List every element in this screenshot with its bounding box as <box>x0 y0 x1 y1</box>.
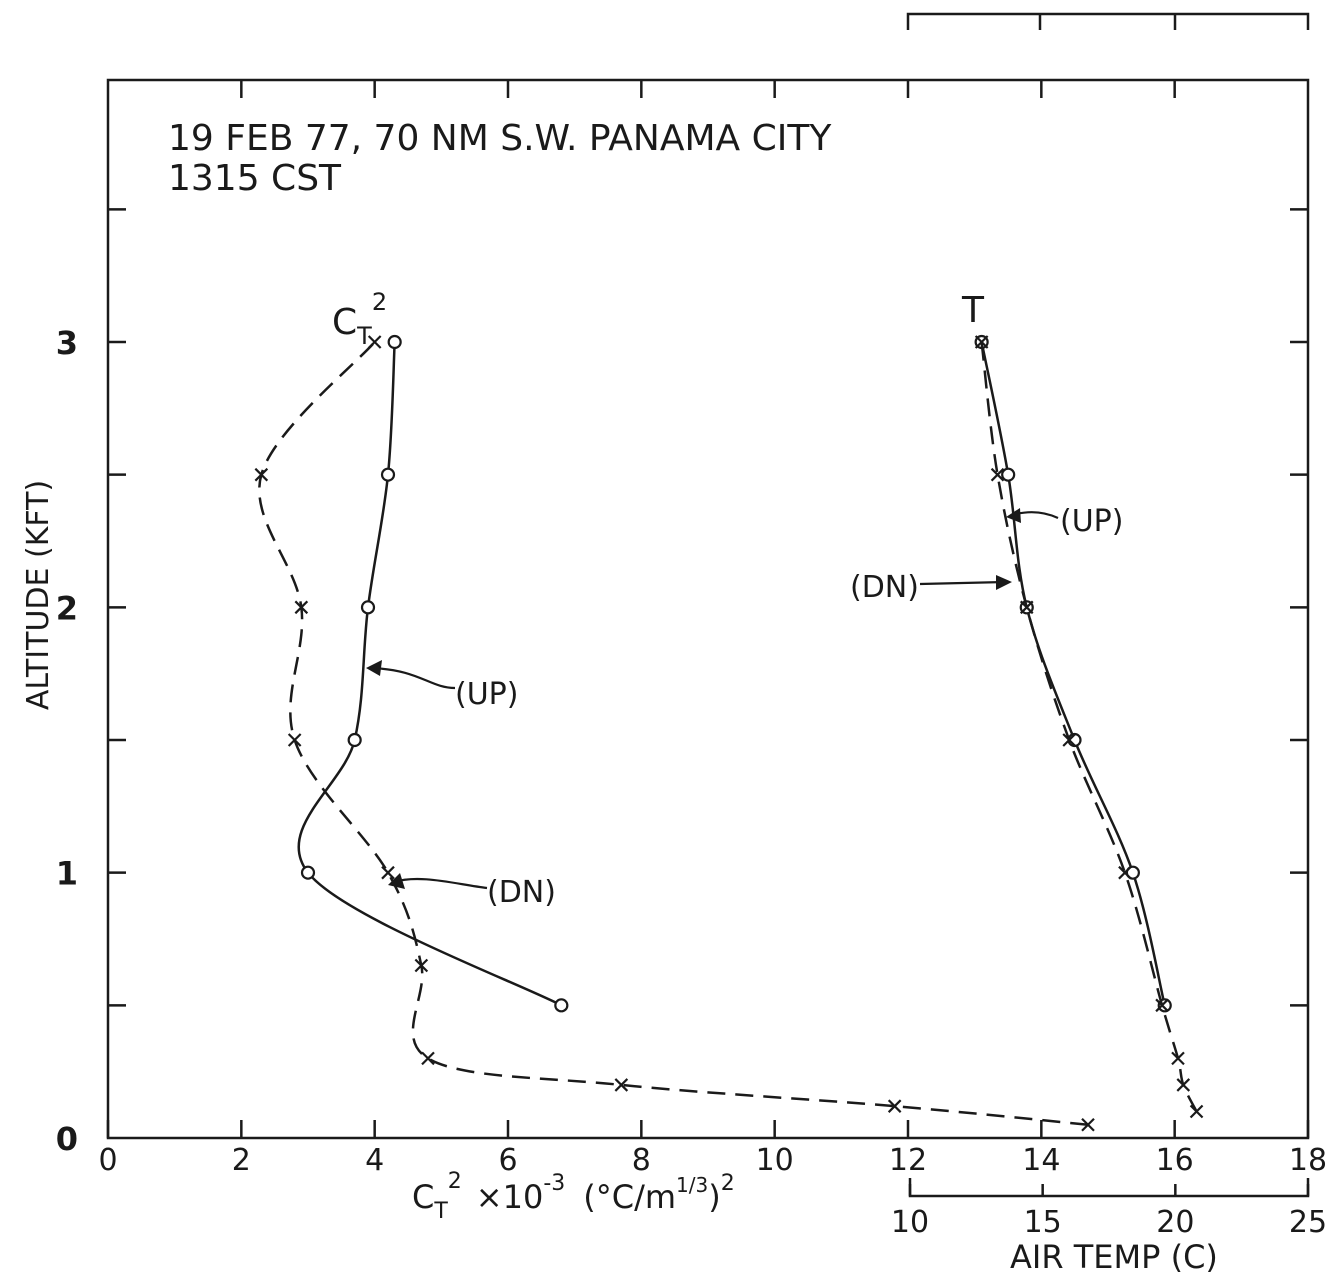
air-temp-tick-label: 10 <box>891 1205 929 1240</box>
x-main-tick-label: 14 <box>1022 1143 1060 1178</box>
chart-title-line2: 1315 CST <box>168 158 342 199</box>
data-point-x <box>294 600 309 615</box>
ct2-up-arrow <box>371 666 456 690</box>
data-point-o <box>380 467 396 482</box>
x-main-tick-label: 18 <box>1289 1143 1327 1178</box>
ct2-dn-annotation: (DN) <box>487 875 556 910</box>
top-temp-ruler <box>906 12 1310 30</box>
data-point-x <box>1062 733 1076 747</box>
x-main-tick-label: 12 <box>889 1143 927 1178</box>
ct2-dn-arrow <box>393 877 488 890</box>
x-stroke <box>1171 1051 1185 1066</box>
x-main-tick-label: 2 <box>232 1143 251 1178</box>
data-point-x <box>287 733 302 747</box>
x-stroke <box>1155 998 1169 1013</box>
t-dn-arrowhead <box>996 575 1012 590</box>
x-main-tick-label: 16 <box>1156 1143 1194 1178</box>
plot-frame <box>106 78 1310 1140</box>
x-stroke <box>614 1078 629 1092</box>
x-stroke <box>887 1099 902 1113</box>
y-tick-label: 0 <box>56 1120 78 1158</box>
plot-border <box>106 78 1310 1140</box>
x-main-tick-label: 8 <box>632 1143 651 1178</box>
x-stroke <box>1081 1117 1095 1132</box>
air-temp-tick-label: 25 <box>1289 1205 1327 1240</box>
data-point-o <box>300 865 316 880</box>
data-point-o <box>1001 467 1016 482</box>
y-tick-label: 2 <box>56 589 78 627</box>
x-stroke <box>1118 865 1132 880</box>
x-stroke <box>1176 1078 1191 1092</box>
x-stroke <box>1062 733 1076 747</box>
data-point-x <box>974 335 989 349</box>
x-main-tick-label: 4 <box>365 1143 384 1178</box>
data-point-o <box>360 600 376 615</box>
air-temp-axis-line <box>908 1178 1310 1198</box>
x-stroke <box>1189 1104 1204 1119</box>
data-point-x <box>990 467 1005 482</box>
air-temp-tick-label: 15 <box>1024 1205 1062 1240</box>
y-axis-label: ALTITUDE (KFT) <box>21 480 56 710</box>
air-temp-tick-label: 20 <box>1156 1205 1194 1240</box>
x-stroke <box>990 467 1005 482</box>
data-point-x <box>367 335 382 349</box>
t-curve-label: T <box>961 290 985 331</box>
series-line-2 <box>980 341 1166 1006</box>
data-point-x <box>1155 998 1169 1013</box>
data-point-x <box>1081 1117 1095 1132</box>
x-axis-main: 0 2 4 6 8 10 12 14 16 18 <box>98 1120 1327 1178</box>
data-point-x <box>1118 865 1132 880</box>
data-point-o <box>387 334 402 350</box>
data-point-o <box>1125 865 1140 880</box>
data-point-x <box>381 865 395 880</box>
x-stroke <box>1019 600 1034 615</box>
chart-title-line1: 19 FEB 77, 70 NM S.W. PANAMA CITY <box>168 118 832 159</box>
data-point-x <box>887 1099 902 1113</box>
t-up-arrowhead <box>1006 508 1021 523</box>
y-axis: 0 1 2 3 <box>56 208 126 1158</box>
x-stroke <box>294 600 309 615</box>
x-axis-air-temp-label: AIR TEMP (C) <box>1010 1238 1218 1276</box>
x-axis-main-label: CT2 ×10-3 (°C/m1/3)2 <box>412 1169 735 1224</box>
data-point-x <box>1176 1078 1191 1092</box>
data-point-x <box>1189 1104 1204 1119</box>
x-main-tick-label: 6 <box>498 1143 517 1178</box>
x-stroke <box>414 958 429 973</box>
y-tick-label: 1 <box>56 855 78 893</box>
data-point-x <box>1019 600 1034 615</box>
series-line-1 <box>258 341 1089 1126</box>
data-point-x <box>421 1051 435 1066</box>
y-tick-label: 3 <box>56 324 78 362</box>
t-dn-annotation: (DN) <box>850 570 919 605</box>
x-stroke <box>367 335 382 349</box>
x-stroke <box>287 733 302 747</box>
data-point-x <box>414 958 429 973</box>
x-stroke <box>421 1051 435 1066</box>
ct2-up-annotation: (UP) <box>455 677 518 712</box>
series-line-3 <box>980 341 1198 1113</box>
data-point-x <box>1171 1051 1185 1066</box>
data-point-x <box>614 1078 629 1092</box>
ct2-curve-label: CT2 <box>332 288 387 350</box>
data-point-o <box>554 998 569 1013</box>
x-stroke <box>254 467 269 482</box>
data-point-x <box>254 467 269 482</box>
x-main-tick-label: 0 <box>98 1143 117 1178</box>
ct2-dn-arrowhead <box>388 873 405 889</box>
x-stroke <box>381 865 395 880</box>
x-main-tick-label: 10 <box>756 1143 794 1178</box>
t-dn-arrow <box>919 580 1006 586</box>
x-stroke <box>974 335 989 349</box>
t-up-annotation: (UP) <box>1060 504 1123 539</box>
data-point-o <box>347 732 362 748</box>
series-group <box>254 334 1204 1132</box>
x-axis-air-temp: 10 15 20 25 <box>891 1178 1327 1240</box>
ct2-up-arrowhead <box>366 660 382 676</box>
